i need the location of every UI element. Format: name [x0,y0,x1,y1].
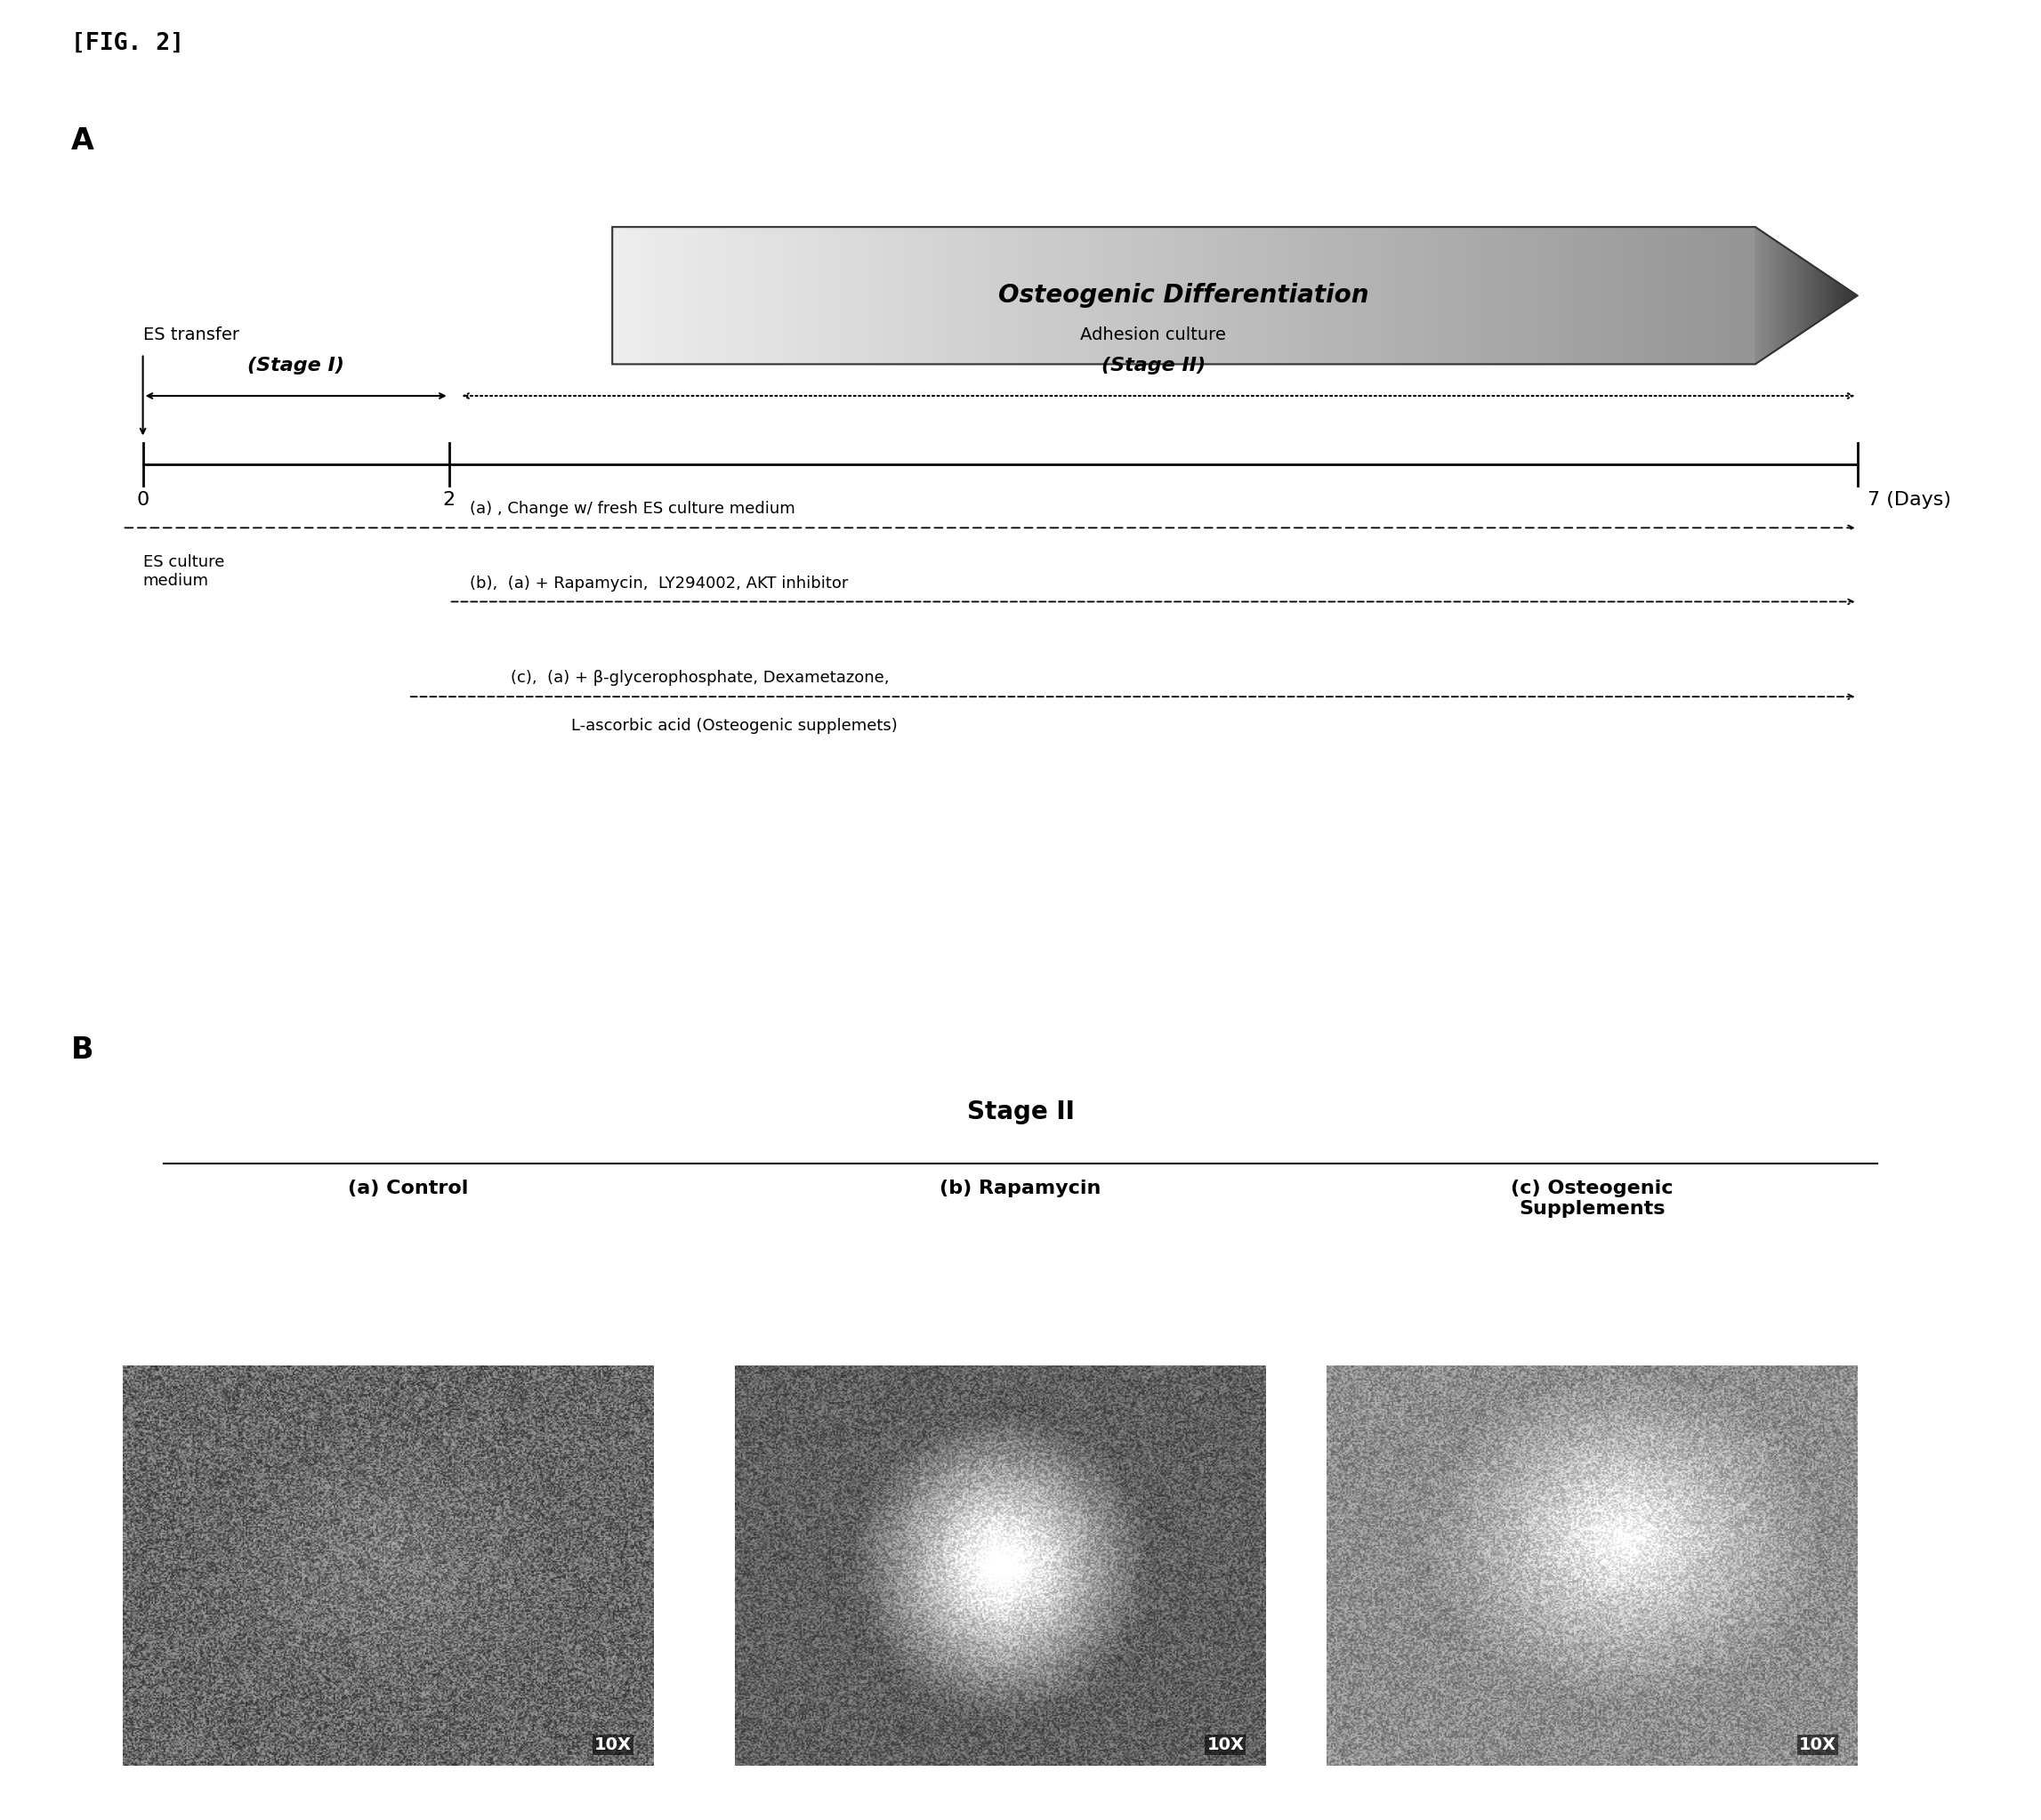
Text: (c) Osteogenic
Supplements: (c) Osteogenic Supplements [1510,1179,1674,1218]
Text: 0: 0 [137,491,149,508]
Text: ES transfer: ES transfer [143,326,239,342]
Text: B: B [71,1036,94,1065]
Text: (Stage I): (Stage I) [247,357,345,375]
Text: L-ascorbic acid (Osteogenic supplemets): L-ascorbic acid (Osteogenic supplemets) [571,717,898,733]
Text: (c),  (a) + β-glycerophosphate, Dexametazone,: (c), (a) + β-glycerophosphate, Dexametaz… [510,670,888,686]
Text: (Stage II): (Stage II) [1100,357,1206,375]
Text: ES culture
medium: ES culture medium [143,553,225,588]
Text: [FIG. 2]: [FIG. 2] [71,31,184,55]
Text: 10X: 10X [1798,1736,1837,1753]
Text: (b) Rapamycin: (b) Rapamycin [939,1179,1102,1198]
Text: (a) , Change w/ fresh ES culture medium: (a) , Change w/ fresh ES culture medium [469,501,794,517]
Text: Stage II: Stage II [967,1099,1074,1125]
Text: (b),  (a) + Rapamycin,  LY294002, AKT inhibitor: (b), (a) + Rapamycin, LY294002, AKT inhi… [469,575,847,592]
Text: (a) Control: (a) Control [347,1179,469,1198]
Text: 7 (Days): 7 (Days) [1868,491,1951,508]
Text: 10X: 10X [594,1736,633,1753]
Text: Adhesion culture: Adhesion culture [1080,326,1227,342]
Text: Osteogenic Differentiation: Osteogenic Differentiation [998,284,1370,308]
Text: 2: 2 [443,491,455,508]
Text: A: A [71,127,94,157]
Text: 10X: 10X [1206,1736,1245,1753]
